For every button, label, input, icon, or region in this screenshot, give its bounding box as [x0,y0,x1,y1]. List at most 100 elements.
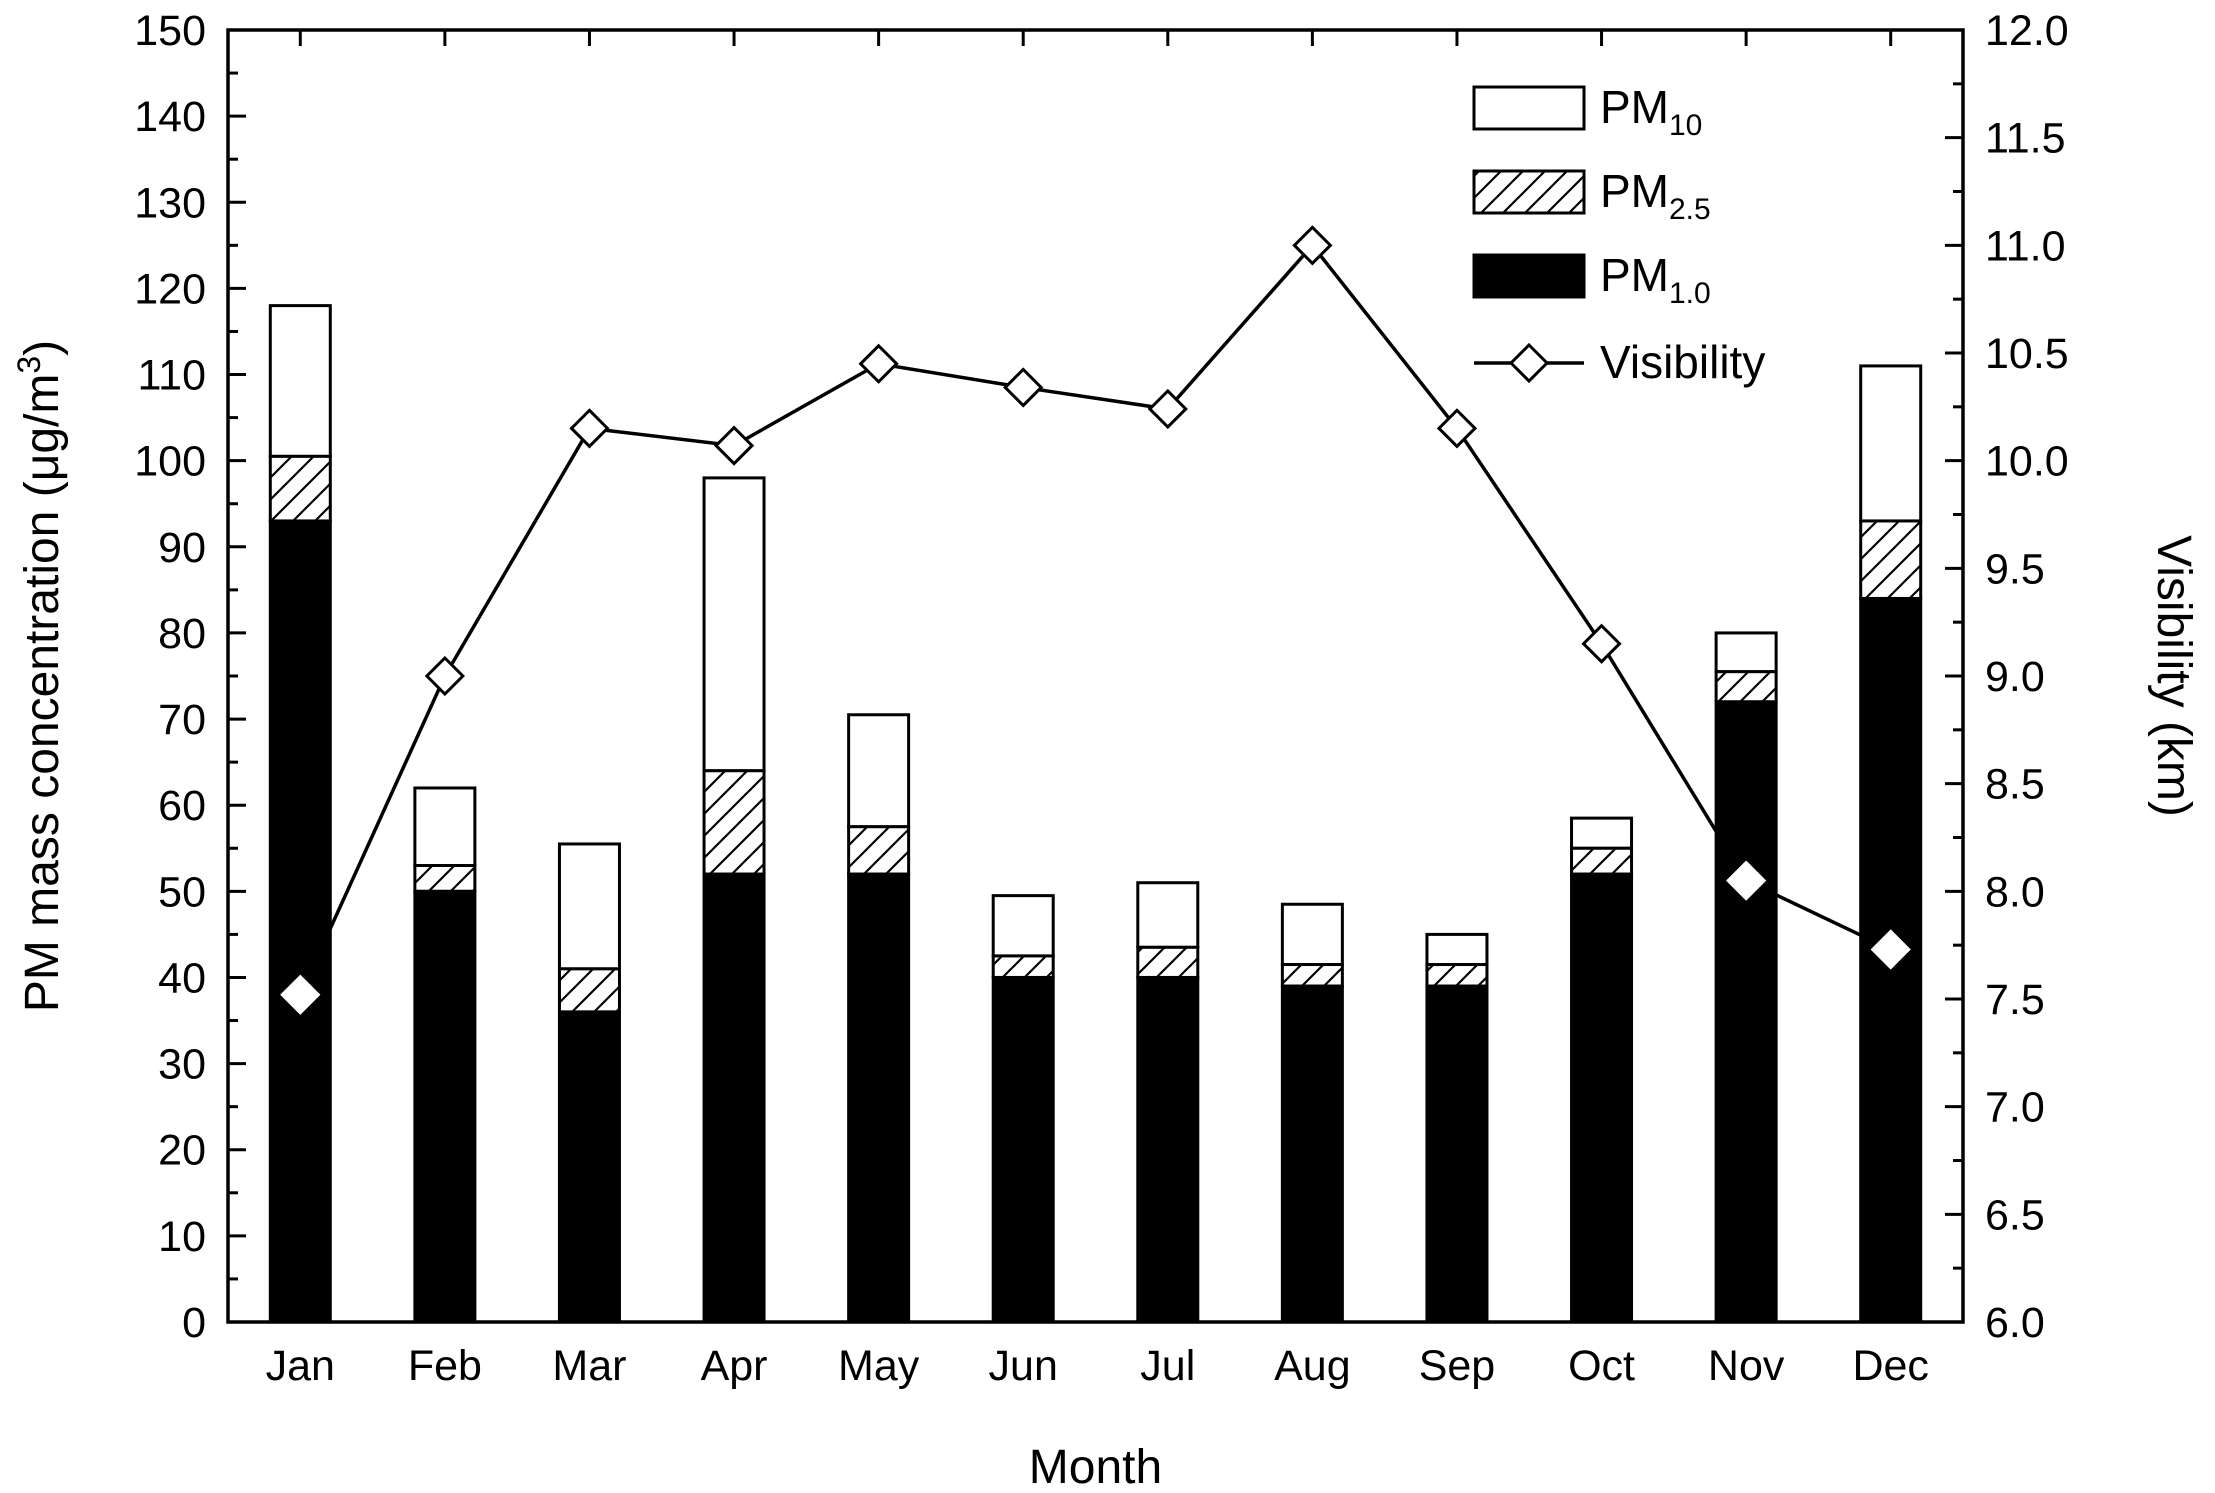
bar-pm25-jan [268,454,332,523]
bar-pm10-aug [1280,902,1344,967]
bar-pm10-jul [1136,881,1200,949]
axes-group: 0 10 20 30 40 50 60 70 80 90 100 110 120 130 140 150 6.0… [11,7,2200,1493]
legend-pm10-swatch [1472,85,1586,131]
bar-pm10-may [847,713,911,829]
y-left-tick-label: 140 [134,93,206,141]
legend-pm25-label: PM2.5 [1600,165,1711,226]
x-tick-label-mar: Mar [552,1342,626,1390]
bar-pm1-jun [991,975,1055,1324]
bar-pm10-sep [1425,932,1489,967]
y-right-tick-label: 7.0 [1985,1084,2045,1132]
visibility-point-jul [1147,388,1188,430]
y-right-tick-label: 10.0 [1985,438,2069,486]
bar-pm10-jan [268,304,332,458]
bars-group [268,304,1923,1324]
bar-pm25-apr [702,769,766,876]
visibility-point-may [858,343,899,384]
bar-pm25-oct [1570,846,1634,876]
legend-pm25-swatch [1472,169,1586,215]
bar-pm10-apr [702,476,766,773]
y-left-tick-label: 130 [134,179,206,227]
bar-pm25-sep [1425,963,1489,988]
bar-pm1-jul [1136,975,1200,1324]
y-left-tick-label: 100 [134,438,206,486]
bar-pm25-feb [413,863,477,893]
legend-pm10-swatch [1472,253,1586,299]
y-left-tick-label: 30 [158,1041,206,1089]
y-right-tick-label: 6.5 [1985,1191,2045,1239]
bar-pm10-dec [1859,364,1923,523]
x-tick-label-sep: Sep [1419,1342,1496,1390]
bar-pm1-may [847,872,911,1324]
visibility-point-mar [569,408,610,449]
y-right-tick-label: 8.0 [1985,868,2045,916]
y-left-tick-label: 150 [134,7,206,55]
bar-pm1-mar [557,1010,621,1324]
visibility-point-dec [1870,929,1911,970]
visibility-point-oct [1581,623,1622,664]
x-tick-label-oct: Oct [1568,1342,1635,1390]
x-axis-title: Month [1029,1441,1162,1493]
bar-pm1-jan [268,519,332,1324]
y-right-tick-label: 6.0 [1985,1299,2045,1347]
x-tick-label-dec: Dec [1852,1342,1928,1390]
y-left-tick-label: 10 [158,1213,206,1261]
bar-pm1-feb [413,889,477,1324]
bar-pm10-nov [1714,631,1778,674]
legend: PM10 PM2.5 PM1.0 Visibility [1472,81,1765,388]
bar-pm25-aug [1280,963,1344,988]
visibility-point-aug [1292,225,1333,266]
bar-pm25-mar [557,967,621,1014]
y-right-tick-label: 10.5 [1985,330,2069,378]
bar-pm1-oct [1570,872,1634,1324]
legend-visibility-label: Visibility [1600,336,1765,388]
visibility-point-apr [713,425,755,466]
x-tick-label-nov: Nov [1708,1342,1785,1390]
visibility-point-nov [1726,860,1767,901]
y-right-tick-label: 7.5 [1985,976,2045,1024]
y-right-tick-label: 11.5 [1985,115,2066,163]
y-left-tick-label: 40 [158,954,206,1002]
legend-pm10-label: PM1.0 [1600,249,1711,310]
visibility-point-jan [280,974,321,1015]
visibility-point-sep [1436,408,1478,449]
y-left-tick-label: 80 [158,610,206,658]
x-tick-label-aug: Aug [1274,1342,1351,1390]
x-tick-label-jul: Jul [1140,1342,1195,1390]
bar-pm10-feb [413,786,477,867]
y-right-tick-label: 8.5 [1985,761,2045,809]
legend-visibility-marker [1508,342,1550,384]
y-right-tick-label: 9.5 [1985,545,2045,593]
bar-pm10-jun [991,894,1055,958]
x-tick-label-feb: Feb [408,1342,482,1390]
x-tick-label-jun: Jun [989,1342,1058,1390]
visibility-point-feb [424,655,465,697]
y-left-tick-label: 70 [158,696,206,744]
y-left-tick-label: 110 [137,352,206,400]
bar-pm25-jul [1136,945,1200,979]
bar-pm25-nov [1714,670,1778,704]
x-tick-label-jan: Jan [266,1342,335,1390]
visibility-line [298,242,1892,996]
y-left-tick-label: 60 [158,782,206,830]
visibility-line-group [280,225,1911,1015]
y-left-tick-label: 0 [182,1299,206,1347]
y-right-tick-label: 11.0 [1985,222,2066,270]
bar-pm1-sep [1425,984,1489,1324]
x-tick-label-may: May [838,1342,920,1390]
y-left-tick-label: 20 [158,1127,206,1175]
bar-pm25-dec [1859,519,1923,600]
y-left-tick-label: 90 [158,524,206,572]
y-left-tick-label: 50 [158,868,206,916]
bar-pm1-apr [702,872,766,1324]
y-right-tick-label: 9.0 [1985,653,2045,701]
y-right-axis-title: Visibility (km) [2147,535,2200,817]
x-tick-label-apr: Apr [701,1342,768,1390]
bar-pm1-nov [1714,700,1778,1324]
y-left-axis-title: PM mass concentration (μg/m3) [11,340,69,1012]
y-right-tick-label: 12.0 [1985,7,2069,55]
visibility-point-jun [1003,367,1044,408]
bar-pm25-jun [991,954,1055,979]
bar-pm1-aug [1280,984,1344,1324]
y-left-tick-label: 120 [134,265,206,313]
